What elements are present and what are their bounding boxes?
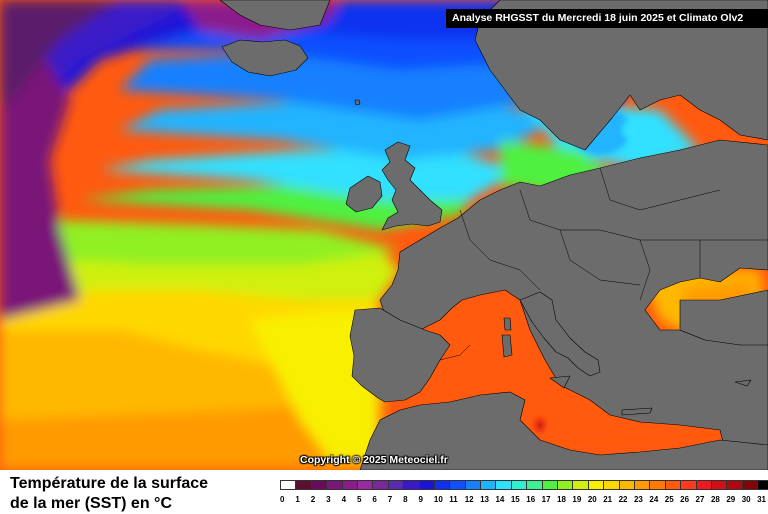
color-scale-labels: 0 1 2 3 4 5 6 7 8 9 10 11 12 13 14 15 16 17 18 19 20 21 22 23 24… (280, 495, 768, 505)
color-scale (280, 480, 768, 490)
sardinia-land (501, 334, 513, 358)
scale-tick-label: 1 (295, 495, 300, 504)
legend-footer: Température de la surface de la mer (SST… (0, 470, 768, 512)
scale-tick-label: 27 (695, 495, 705, 504)
crete-land (621, 407, 653, 416)
scale-tick-label: 26 (680, 495, 690, 504)
great-britain-land (381, 141, 443, 231)
scale-tick-label: 25 (664, 495, 674, 504)
scale-tick-label: 7 (387, 495, 393, 504)
scale-tick-label: 10 (433, 495, 443, 504)
scale-tick-label: 24 (649, 495, 659, 504)
scale-tick-label: 13 (480, 495, 489, 504)
scale-swatch (649, 480, 665, 490)
scandinavia-land (474, 0, 768, 151)
scale-tick-label: 6 (372, 495, 377, 504)
scale-tick-label: 23 (633, 495, 643, 504)
scale-swatch (403, 480, 419, 490)
scale-tick-label: 2 (310, 495, 316, 504)
scale-tick-label: 5 (356, 495, 362, 504)
scale-swatch (510, 480, 527, 490)
faroe-land (354, 99, 361, 106)
iceland-land (221, 39, 309, 77)
scale-swatch (757, 480, 768, 490)
scale-swatch (633, 480, 650, 490)
scale-swatch (449, 480, 465, 490)
scale-tick-label: 21 (603, 495, 613, 504)
scale-swatch (726, 480, 742, 490)
scale-tick-label: 31 (757, 495, 767, 504)
scale-tick-label: 18 (557, 495, 566, 504)
scale-tick-label: 8 (403, 495, 408, 504)
scale-swatch (295, 480, 311, 490)
scale-tick-label: 11 (449, 495, 458, 504)
scale-swatch (680, 480, 696, 490)
scale-swatch (618, 480, 634, 490)
scale-swatch (603, 480, 619, 490)
scale-swatch (741, 480, 758, 490)
scale-tick-label: 12 (464, 495, 474, 504)
scale-tick-label: 17 (541, 495, 551, 504)
analysis-header: Analyse RHGSST du Mercredi 18 juin 2025 … (446, 9, 768, 28)
scale-swatch (341, 480, 357, 490)
ireland-land (345, 175, 383, 213)
scale-swatch (464, 480, 481, 490)
greenland-land (219, 0, 331, 31)
scale-swatch (326, 480, 342, 490)
cyprus-land (734, 379, 752, 387)
scale-tick-label: 20 (587, 495, 597, 504)
country-borders (439, 167, 768, 361)
legend-title-line1: Température de la surface (10, 475, 209, 492)
scale-tick-label: 14 (495, 495, 505, 504)
scale-swatch (495, 480, 511, 490)
scale-swatch (418, 480, 434, 490)
scale-swatch (480, 480, 496, 490)
land-masses (219, 0, 768, 470)
scale-swatch (572, 480, 588, 490)
corsica-land (503, 317, 512, 331)
scale-swatch (541, 480, 558, 490)
scale-swatch (664, 480, 681, 490)
scale-tick-label: 0 (280, 495, 285, 504)
scale-tick-label: 4 (341, 495, 347, 504)
legend-title: Température de la surface de la mer (SST… (10, 474, 270, 514)
scale-swatch (587, 480, 604, 490)
scale-tick-label: 15 (510, 495, 520, 504)
copyright-notice: Copyright © 2025 Meteociel.fr (300, 454, 448, 466)
legend-title-line2: de la mer (SST) en °C (10, 495, 172, 512)
scale-swatch (372, 480, 388, 490)
scale-swatch (557, 480, 573, 490)
scale-tick-label: 16 (526, 495, 536, 504)
scale-tick-label: 30 (741, 495, 751, 504)
scale-swatch (710, 480, 727, 490)
sicily-land (549, 375, 571, 389)
scale-tick-label: 28 (710, 495, 720, 504)
scale-swatch (310, 480, 327, 490)
iberia-land (349, 307, 451, 403)
italy-land (519, 291, 601, 377)
scale-swatch (433, 480, 450, 490)
north-africa-land (359, 391, 768, 470)
scale-swatch (280, 480, 296, 490)
scale-tick-label: 22 (618, 495, 628, 504)
scale-swatch (356, 480, 373, 490)
scale-tick-label: 9 (418, 495, 423, 504)
scale-tick-label: 19 (572, 495, 582, 504)
turkey-land (679, 289, 768, 346)
sst-map (0, 0, 768, 470)
scale-tick-label: 29 (726, 495, 736, 504)
scale-swatch (526, 480, 542, 490)
scale-swatch (695, 480, 711, 490)
scale-tick-label: 3 (326, 495, 331, 504)
scale-swatch (387, 480, 404, 490)
